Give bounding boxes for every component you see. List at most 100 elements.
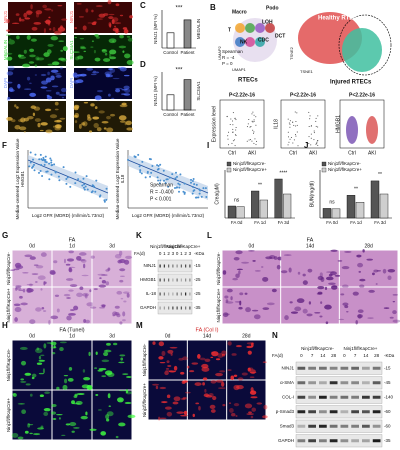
point — [192, 189, 195, 192]
point — [232, 140, 234, 142]
texture — [101, 120, 109, 124]
x-tick-label: AKI — [309, 150, 317, 156]
texture — [50, 346, 57, 349]
texture — [6, 71, 14, 76]
band — [329, 381, 338, 385]
point — [310, 125, 312, 127]
texture — [27, 116, 34, 120]
point — [253, 131, 255, 133]
panel-letter: M — [136, 321, 143, 330]
texture — [167, 365, 172, 367]
point — [308, 136, 310, 138]
point — [151, 164, 154, 167]
texture — [109, 52, 112, 58]
band — [185, 264, 187, 268]
point — [198, 192, 201, 195]
texture — [235, 273, 240, 278]
point — [137, 153, 140, 156]
texture — [221, 381, 225, 387]
texture — [231, 353, 237, 356]
label: DAPI — [3, 78, 8, 89]
texture — [92, 71, 100, 74]
texture — [98, 13, 106, 18]
legend-label: Ninj1fl/flKapCre+ — [233, 167, 267, 172]
band — [189, 306, 191, 310]
texture — [328, 282, 336, 285]
texture — [168, 370, 176, 373]
band — [176, 306, 178, 310]
point — [174, 177, 177, 180]
blot — [295, 405, 383, 419]
texture — [245, 307, 251, 313]
cluster — [235, 37, 245, 47]
point — [144, 176, 147, 179]
texture — [78, 16, 84, 18]
texture — [98, 409, 102, 411]
texture — [98, 284, 107, 288]
band — [297, 395, 306, 399]
cluster — [245, 23, 255, 33]
texture — [187, 365, 190, 369]
texture — [6, 29, 10, 32]
texture — [383, 307, 390, 309]
point — [98, 195, 101, 198]
point — [32, 165, 35, 168]
texture — [81, 122, 86, 126]
point — [251, 113, 253, 115]
p-value: P<2.22e-16 — [229, 92, 255, 98]
texture — [23, 117, 30, 122]
texture — [204, 388, 207, 393]
texture — [40, 425, 44, 429]
texture — [8, 39, 15, 45]
point — [39, 170, 42, 173]
protein-label: COL-I — [282, 394, 294, 399]
texture — [373, 269, 379, 273]
texture — [123, 93, 131, 96]
band — [329, 439, 338, 443]
texture — [6, 56, 13, 61]
column-label: 28d — [364, 243, 373, 249]
texture — [47, 71, 50, 76]
point — [29, 151, 32, 154]
texture — [80, 46, 87, 50]
texture — [16, 35, 20, 40]
texture — [158, 341, 165, 347]
micrograph — [8, 35, 66, 66]
texture — [26, 10, 33, 16]
axis-title: TSNE1 — [300, 69, 314, 74]
band — [329, 410, 338, 414]
point — [42, 156, 45, 159]
texture — [230, 296, 233, 301]
point — [232, 131, 234, 133]
texture — [232, 277, 238, 281]
texture — [29, 82, 32, 85]
point — [254, 138, 256, 140]
texture — [57, 5, 63, 7]
texture — [41, 80, 48, 85]
point — [178, 190, 181, 193]
blot — [295, 390, 383, 404]
texture — [21, 409, 27, 415]
point — [253, 120, 255, 122]
texture — [182, 396, 187, 400]
texture — [27, 423, 34, 426]
point — [190, 181, 193, 184]
point — [191, 192, 194, 195]
texture — [36, 362, 43, 365]
point — [44, 160, 47, 163]
texture — [251, 407, 257, 412]
x-tick-label: FA 1d — [254, 220, 266, 225]
point — [192, 186, 195, 189]
row-label: Ninj1fl/flKapCre+ — [6, 288, 11, 322]
band — [319, 366, 327, 370]
texture — [248, 250, 255, 252]
texture — [7, 96, 11, 101]
texture — [262, 361, 267, 363]
texture — [108, 405, 111, 408]
texture — [45, 129, 53, 134]
texture — [107, 0, 112, 5]
point — [308, 125, 310, 127]
texture — [294, 306, 302, 312]
texture — [122, 311, 126, 317]
texture — [29, 393, 33, 397]
